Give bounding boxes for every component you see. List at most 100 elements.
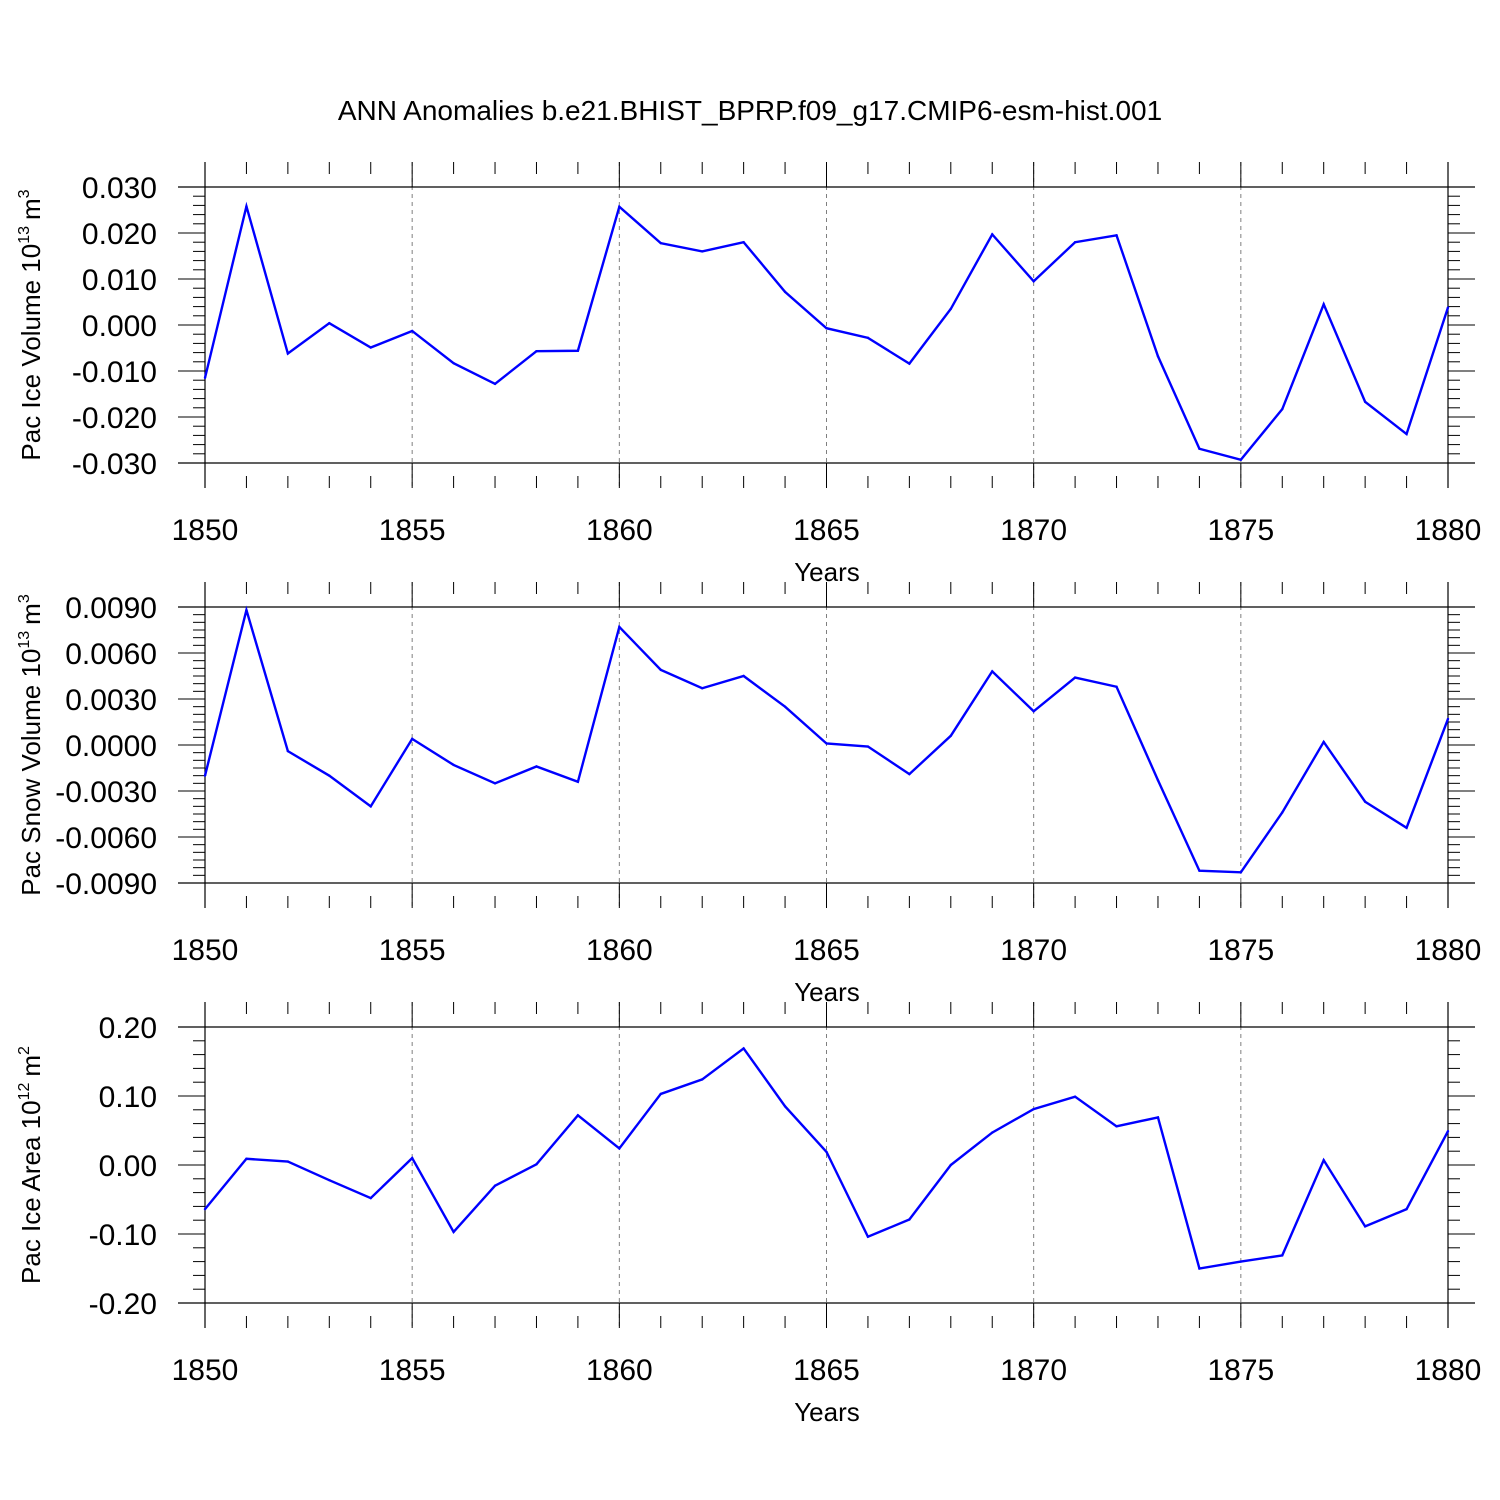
y-axis-label-text: Pac Ice Area 10 xyxy=(16,1100,46,1284)
data-point xyxy=(742,241,745,244)
data-point xyxy=(783,290,787,294)
data-point xyxy=(493,782,497,785)
x-axis-label: Years xyxy=(794,1397,860,1427)
y-tick-label: 0.010 xyxy=(82,264,157,297)
data-point xyxy=(1073,1095,1077,1098)
data-point xyxy=(286,749,290,753)
data-point xyxy=(1032,710,1035,713)
data-point xyxy=(701,687,704,690)
data-point xyxy=(701,1078,704,1081)
y-axis-label: Pac Snow Volume 1013 m3 xyxy=(16,594,46,896)
data-point xyxy=(949,307,952,311)
data-point xyxy=(203,376,207,380)
data-point xyxy=(245,1157,248,1160)
data-point xyxy=(659,241,662,245)
data-point xyxy=(949,1163,952,1167)
y-tick-label: 0.10 xyxy=(99,1081,157,1114)
data-point xyxy=(618,625,621,629)
data-point xyxy=(245,608,248,612)
data-point xyxy=(783,705,787,708)
data-point xyxy=(1115,685,1118,688)
y-axis-label-unit-exponent: 3 xyxy=(16,594,33,603)
x-tick-label: 1860 xyxy=(586,934,653,967)
x-tick-label: 1870 xyxy=(1000,514,1067,547)
data-point xyxy=(1073,676,1077,679)
data-point xyxy=(991,670,994,673)
y-tick-label: -0.10 xyxy=(89,1219,157,1252)
data-point xyxy=(618,205,621,208)
data-point xyxy=(286,352,290,355)
data-point xyxy=(1281,811,1284,814)
data-point xyxy=(866,745,870,748)
y-axis-label-unit-exponent: 3 xyxy=(16,189,33,198)
data-point xyxy=(1363,400,1367,404)
y-axis-label-text: Pac Snow Volume 10 xyxy=(16,649,46,896)
y-tick-label: -0.20 xyxy=(89,1288,157,1321)
data-point xyxy=(1115,1125,1118,1128)
data-point xyxy=(1405,432,1408,436)
data-point xyxy=(1363,1225,1367,1228)
data-point xyxy=(1281,1254,1284,1257)
data-point xyxy=(1156,1116,1160,1119)
data-point xyxy=(535,1163,538,1166)
data-point xyxy=(203,1207,207,1211)
x-tick-label: 1865 xyxy=(793,1354,860,1387)
x-tick-label: 1860 xyxy=(586,514,653,547)
y-tick-label: -0.0060 xyxy=(55,822,157,855)
data-point xyxy=(825,742,828,745)
data-point xyxy=(742,674,745,678)
y-tick-label: 0.0030 xyxy=(65,684,157,717)
data-point xyxy=(1281,407,1284,411)
data-point xyxy=(328,774,331,777)
data-point xyxy=(1032,280,1035,283)
y-tick-label: 0.20 xyxy=(99,1012,157,1045)
y-tick-label: 0.00 xyxy=(99,1150,157,1183)
panel-snow-volume: 0.0090 0.0060 0.0030 0.0000 -0.0030 -0.0060 -0… xyxy=(16,582,1481,1007)
data-point xyxy=(410,1156,414,1160)
y-tick-label: -0.010 xyxy=(72,356,157,389)
y-axis-label-exponent: 13 xyxy=(16,631,33,649)
data-point xyxy=(1239,1260,1243,1263)
data-point xyxy=(203,774,207,777)
data-point xyxy=(328,321,331,325)
panel-ice-volume: 0.030 0.020 0.010 0.000 -0.010 -0.020 -0.030 18… xyxy=(16,162,1481,587)
data-point xyxy=(1073,241,1077,244)
data-point xyxy=(369,346,372,349)
data-point xyxy=(908,362,911,365)
y-axis-label-exponent: 13 xyxy=(16,226,33,244)
data-point xyxy=(576,349,580,352)
data-point xyxy=(825,1150,828,1154)
y-tick-label: 0.0090 xyxy=(65,592,157,625)
data-point xyxy=(535,765,538,768)
data-point xyxy=(701,250,704,253)
x-tick-label: 1855 xyxy=(379,514,446,547)
data-point xyxy=(659,1092,662,1096)
y-tick-label: 0.0000 xyxy=(65,730,157,763)
y-axis-label-unit-exponent: 2 xyxy=(16,1046,33,1055)
data-point xyxy=(1322,303,1325,306)
data-point xyxy=(866,336,870,340)
data-point xyxy=(783,1105,787,1108)
data-point xyxy=(949,734,952,737)
y-tick-label: -0.030 xyxy=(72,448,157,481)
y-axis-label: Pac Ice Volume 1013 m3 xyxy=(16,189,46,460)
data-point xyxy=(908,1218,911,1221)
data-point xyxy=(535,350,538,353)
x-tick-label: 1880 xyxy=(1415,1354,1482,1387)
x-tick-label: 1860 xyxy=(586,1354,653,1387)
x-tick-label: 1850 xyxy=(172,1354,239,1387)
data-point xyxy=(493,1184,497,1187)
data-point xyxy=(1198,1267,1201,1270)
figure-title: ANN Anomalies b.e21.BHIST_BPRP.f09_g17.C… xyxy=(337,95,1163,126)
y-axis-label-exponent: 12 xyxy=(16,1083,33,1101)
data-point xyxy=(286,1160,290,1163)
data-point xyxy=(991,233,994,236)
data-point xyxy=(618,1147,621,1150)
data-point xyxy=(908,772,911,776)
data-point xyxy=(1405,826,1408,829)
data-point xyxy=(1322,1158,1325,1162)
data-point xyxy=(742,1047,745,1050)
y-axis-label-unit: m xyxy=(16,603,46,625)
data-point xyxy=(328,1178,331,1182)
